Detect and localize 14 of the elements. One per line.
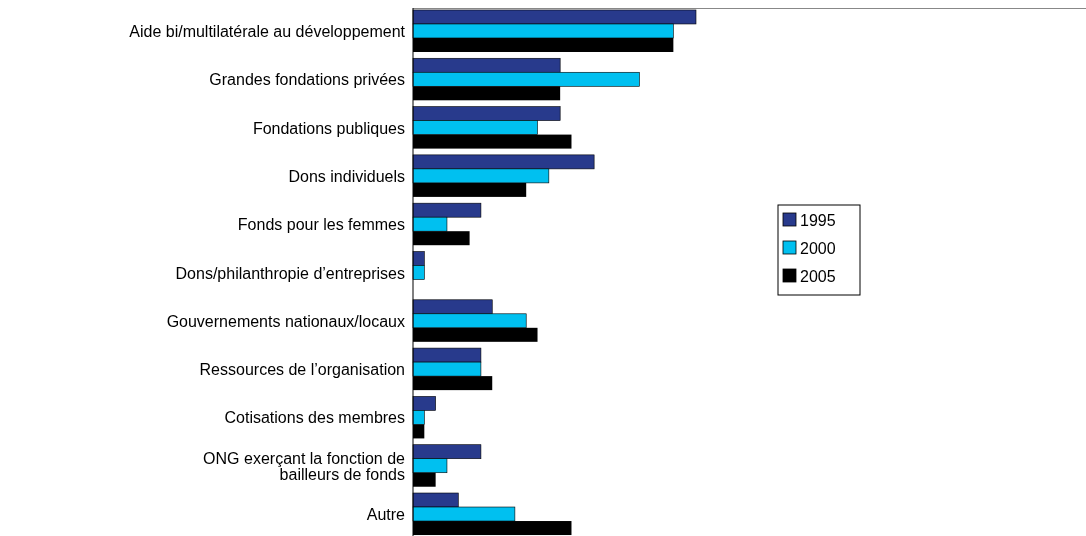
legend-label: 2000 xyxy=(800,239,836,257)
legend-label: 1995 xyxy=(800,211,836,229)
y-tick-label: ONG exerçant la fonction de bailleurs de fonds xyxy=(203,449,406,483)
y-tick-label: Dons individuels xyxy=(288,167,405,185)
y-tick-label: Dons/philanthropie d’entreprises xyxy=(175,264,405,281)
y-tick-label: Fondations publiques xyxy=(252,119,405,137)
y-tick-label: Cotisations des membres xyxy=(224,408,405,426)
y-tick-label: Autre xyxy=(366,505,406,523)
y-tick-label: Aide bi/multilatérale au développement xyxy=(129,22,406,40)
legend-label: 2005 xyxy=(800,267,836,285)
y-tick-label: Gouvernements nationaux/locaux xyxy=(166,312,405,330)
y-tick-label: Grandes fondations privées xyxy=(209,70,405,88)
y-tick-label: Fonds pour les femmes xyxy=(237,215,405,233)
y-tick-label: Ressources de l’organisation xyxy=(199,360,405,378)
